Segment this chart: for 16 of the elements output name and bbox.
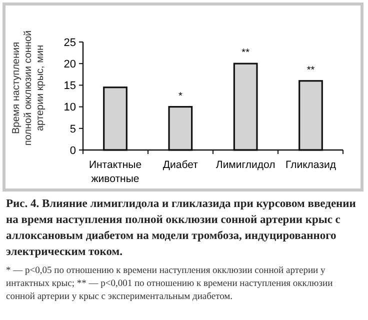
- y-axis-title: Время наступления полной окклюзии сонной артерии крыс, мин: [11, 30, 46, 146]
- text: * — p<0,05 по отношению к времени наступления окклюзии сонной артерии у интактных крыс; ** — p<0,001 по отношению к времени наступления окклюзии сонной артерии у крыс с экспериментальным диабетом.: [6, 266, 333, 302]
- y-tick-label: 0: [70, 144, 76, 157]
- y-tick-label: 10: [64, 102, 76, 114]
- x-tick-label: Лимиглидол: [216, 159, 276, 171]
- y-tick-label: 5: [70, 123, 76, 136]
- text: Рис. 4. Влияние лимиглидола и гликлазида при курсовом введении на время наступления полной окклюзии сонной артерии крыс с аллоксановым диабетом на модели тромбоза, индуцированного электрическим током.: [6, 198, 356, 258]
- annotation: **: [306, 64, 315, 76]
- y-tick-label: 15: [64, 80, 76, 92]
- annotation: **: [242, 48, 250, 59]
- x-tick-label: Интактные животные: [88, 159, 142, 185]
- x-tick-label: Диабет: [162, 159, 198, 171]
- y-tick-label: 25: [64, 36, 76, 49]
- x-tick-label: Гликлазид: [286, 159, 336, 171]
- y-tick-label: 20: [64, 58, 76, 70]
- annotation: *: [178, 90, 182, 102]
